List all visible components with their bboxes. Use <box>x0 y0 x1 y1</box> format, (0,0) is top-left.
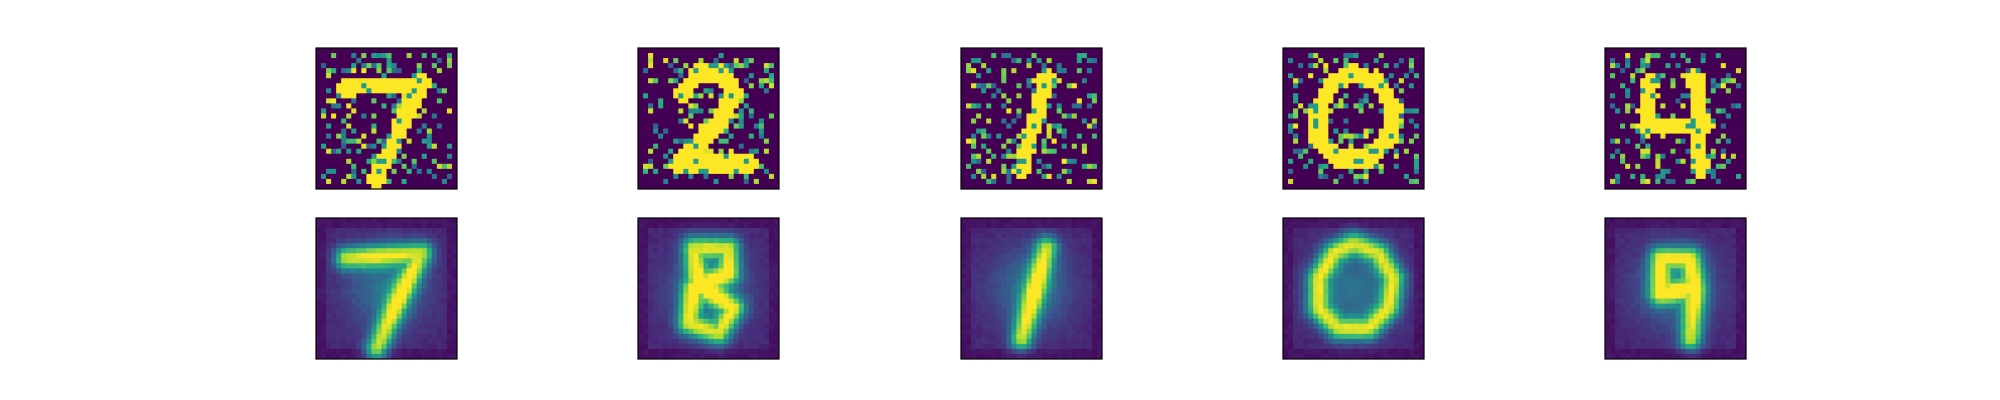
reconstruction-image-1 <box>315 217 458 360</box>
image-frame <box>960 217 1103 360</box>
reconstruction-image-4 <box>1282 217 1425 360</box>
reconstruction-image-3 <box>960 217 1103 360</box>
noisy-input-image-2 <box>637 47 780 190</box>
image-frame <box>315 217 458 360</box>
image-frame <box>637 217 780 360</box>
noisy-input-image-5 <box>1604 47 1747 190</box>
noisy-input-image-3 <box>960 47 1103 190</box>
image-frame <box>1604 47 1747 190</box>
noisy-input-image-4 <box>1282 47 1425 190</box>
image-frame <box>1604 217 1747 360</box>
image-frame <box>1282 47 1425 190</box>
reconstruction-image-5 <box>1604 217 1747 360</box>
image-frame <box>1282 217 1425 360</box>
noisy-input-image-1 <box>315 47 458 190</box>
image-frame <box>960 47 1103 190</box>
image-frame <box>315 47 458 190</box>
image-frame <box>637 47 780 190</box>
reconstruction-image-2 <box>637 217 780 360</box>
